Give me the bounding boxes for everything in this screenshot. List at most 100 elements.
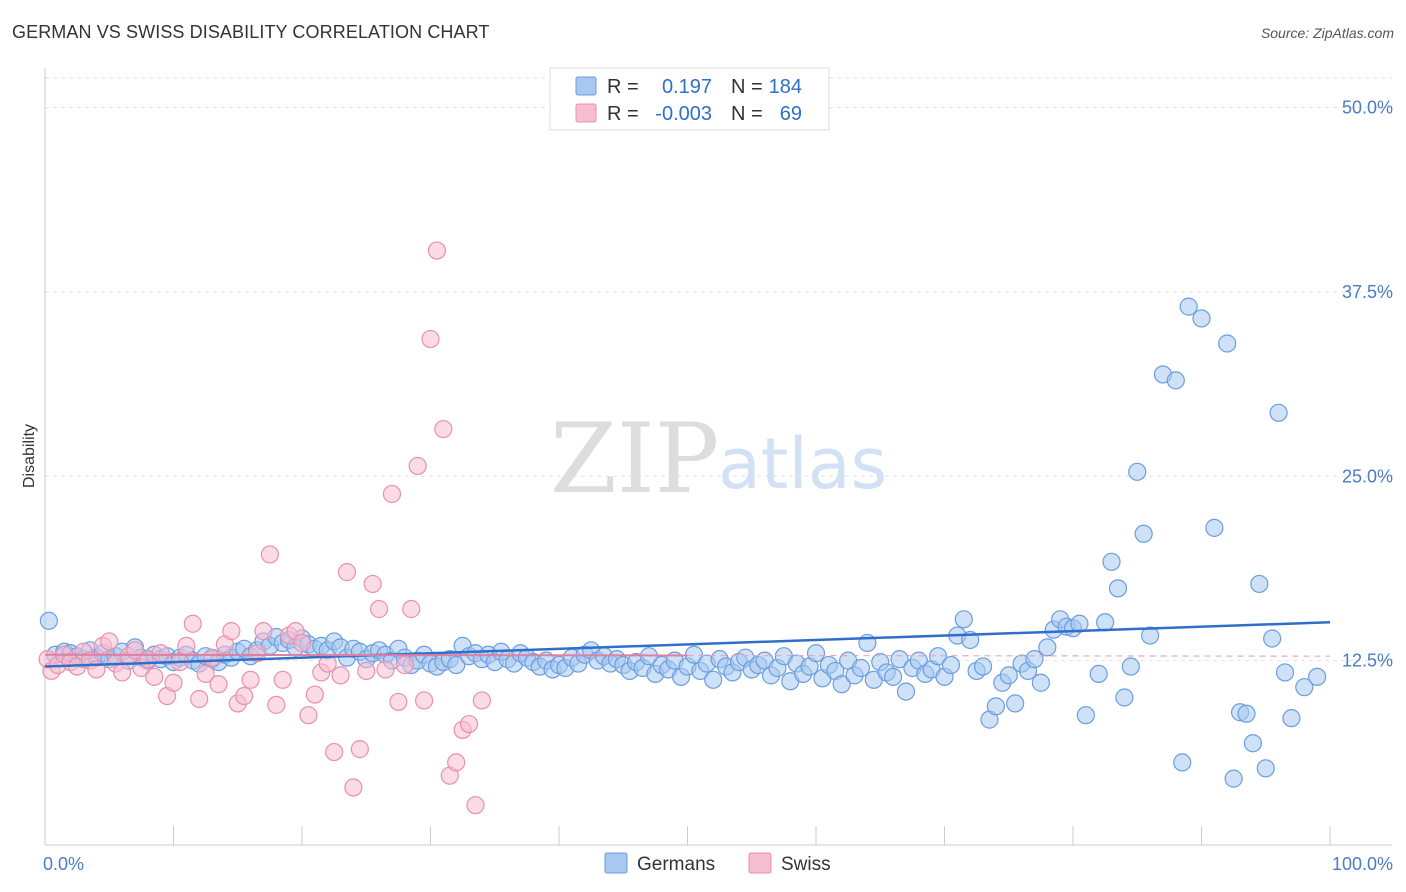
swiss-point-64 <box>447 753 466 772</box>
germans-point-187 <box>1250 574 1269 594</box>
legend-n-value-swiss: 69 <box>780 103 802 125</box>
germans-point-183 <box>1282 709 1301 728</box>
swiss-point-48 <box>344 778 363 797</box>
legend-box: R = 0.197 N = 184 R = -0.003 N = 69 <box>549 67 830 131</box>
bottom-legend-label-swiss: Swiss <box>781 854 831 875</box>
swiss-point-68 <box>472 691 491 710</box>
swiss-point-57 <box>402 599 421 619</box>
legend-swatch-germans <box>575 76 597 96</box>
swiss-point-27 <box>209 675 228 694</box>
swiss-point-35 <box>260 545 279 564</box>
legend-n-label-germans: N = <box>731 76 763 98</box>
swiss-point-24 <box>190 689 209 709</box>
swiss-point-50 <box>357 661 376 681</box>
germans-point-189 <box>1173 753 1192 772</box>
swiss-point-12 <box>112 663 132 682</box>
germans-point-182 <box>1275 663 1295 682</box>
germans-point-165 <box>1108 579 1128 598</box>
legend-r-label-germans: R = <box>607 76 639 98</box>
germans-point-149 <box>999 666 1018 685</box>
swiss-point-59 <box>414 691 434 710</box>
germans-point-103 <box>704 670 723 689</box>
bottom-legend-swatch-germans <box>604 852 628 874</box>
swiss-point-25 <box>196 664 215 684</box>
legend-n-label-swiss: N = <box>731 103 763 125</box>
germans-point-164 <box>1102 552 1121 571</box>
germans-point-150 <box>1006 694 1025 713</box>
germans-point-186 <box>1224 769 1243 788</box>
axes <box>44 68 1392 846</box>
germans-point-168 <box>1128 462 1147 481</box>
watermark: ZIP atlas <box>550 403 887 515</box>
swiss-point-29 <box>222 622 241 641</box>
swiss-point-31 <box>235 686 254 706</box>
swiss-point-56 <box>395 655 414 675</box>
germans-point-160 <box>1070 614 1089 633</box>
swiss-point-62 <box>434 419 453 439</box>
germans-point-180 <box>1256 759 1275 778</box>
germans-point-172 <box>1166 371 1185 390</box>
bottom-legend-label-germans: Germans <box>637 854 715 875</box>
germans-point-140 <box>941 655 961 675</box>
germans-point-175 <box>1205 518 1224 537</box>
germans-point-0 <box>39 611 58 630</box>
germans-point-179 <box>1243 734 1263 753</box>
y-tick-label-2: 37.5% <box>1342 282 1393 302</box>
germans-point-162 <box>1089 664 1108 684</box>
germans-point-173 <box>1179 297 1198 316</box>
watermark-zip: ZIP <box>550 403 719 515</box>
germans-point-167 <box>1121 657 1140 676</box>
germans-point-170 <box>1140 626 1160 645</box>
swiss-point-61 <box>427 241 447 260</box>
germans-point-188 <box>1263 629 1282 648</box>
germans-point-126 <box>851 658 871 678</box>
y-tick-label-0: 12.5% <box>1342 651 1393 671</box>
watermark-atlas: atlas <box>718 423 887 505</box>
germans-point-185 <box>1308 667 1327 686</box>
germans-point-132 <box>890 650 909 669</box>
swiss-trend-extension <box>687 654 1331 657</box>
data-points <box>38 241 1327 815</box>
swiss-point-32 <box>241 670 260 689</box>
germans-point-154 <box>1031 673 1050 692</box>
germans-point-163 <box>1096 613 1115 632</box>
germans-point-142 <box>954 610 973 629</box>
swiss-point-42 <box>305 685 324 704</box>
germans-point-176 <box>1218 334 1237 353</box>
legend-r-value-germans: 0.197 <box>662 76 712 98</box>
y-tick-label-1: 25.0% <box>1342 466 1393 486</box>
swiss-point-36 <box>267 695 286 714</box>
chart-title: GERMAN VS SWISS DISABILITY CORRELATION C… <box>12 22 490 42</box>
germans-point-133 <box>896 682 916 701</box>
gridlines <box>45 77 1392 662</box>
y-axis-label: Disability <box>21 424 38 488</box>
swiss-point-60 <box>421 329 440 349</box>
y-tick-label-3: 50.0% <box>1342 98 1393 118</box>
swiss-point-18 <box>151 644 170 663</box>
legend-r-label-swiss: R = <box>607 103 639 125</box>
swiss-point-51 <box>363 574 382 594</box>
swiss-point-41 <box>299 706 318 725</box>
germans-point-131 <box>883 667 903 686</box>
swiss-point-26 <box>202 648 222 667</box>
legend-swatch-swiss <box>575 103 597 123</box>
swiss-point-33 <box>247 644 267 663</box>
germans-point-119 <box>806 644 826 663</box>
germans-point-166 <box>1115 688 1134 707</box>
swiss-point-45 <box>325 742 344 762</box>
swiss-point-58 <box>408 456 427 476</box>
swiss-point-47 <box>337 563 357 582</box>
germans-point-161 <box>1076 706 1095 725</box>
swiss-point-20 <box>164 673 183 692</box>
swiss-point-52 <box>370 599 389 619</box>
swiss-point-10 <box>100 632 119 651</box>
x-tick-label-1: 100.0% <box>1332 854 1393 874</box>
swiss-point-53 <box>376 660 395 679</box>
germans-point-147 <box>986 697 1006 716</box>
germans-point-184 <box>1295 678 1314 697</box>
germans-point-178 <box>1237 704 1256 723</box>
swiss-point-49 <box>350 740 369 759</box>
germans-point-63 <box>447 655 466 675</box>
germans-point-155 <box>1038 638 1057 657</box>
trend-lines <box>44 621 1331 668</box>
